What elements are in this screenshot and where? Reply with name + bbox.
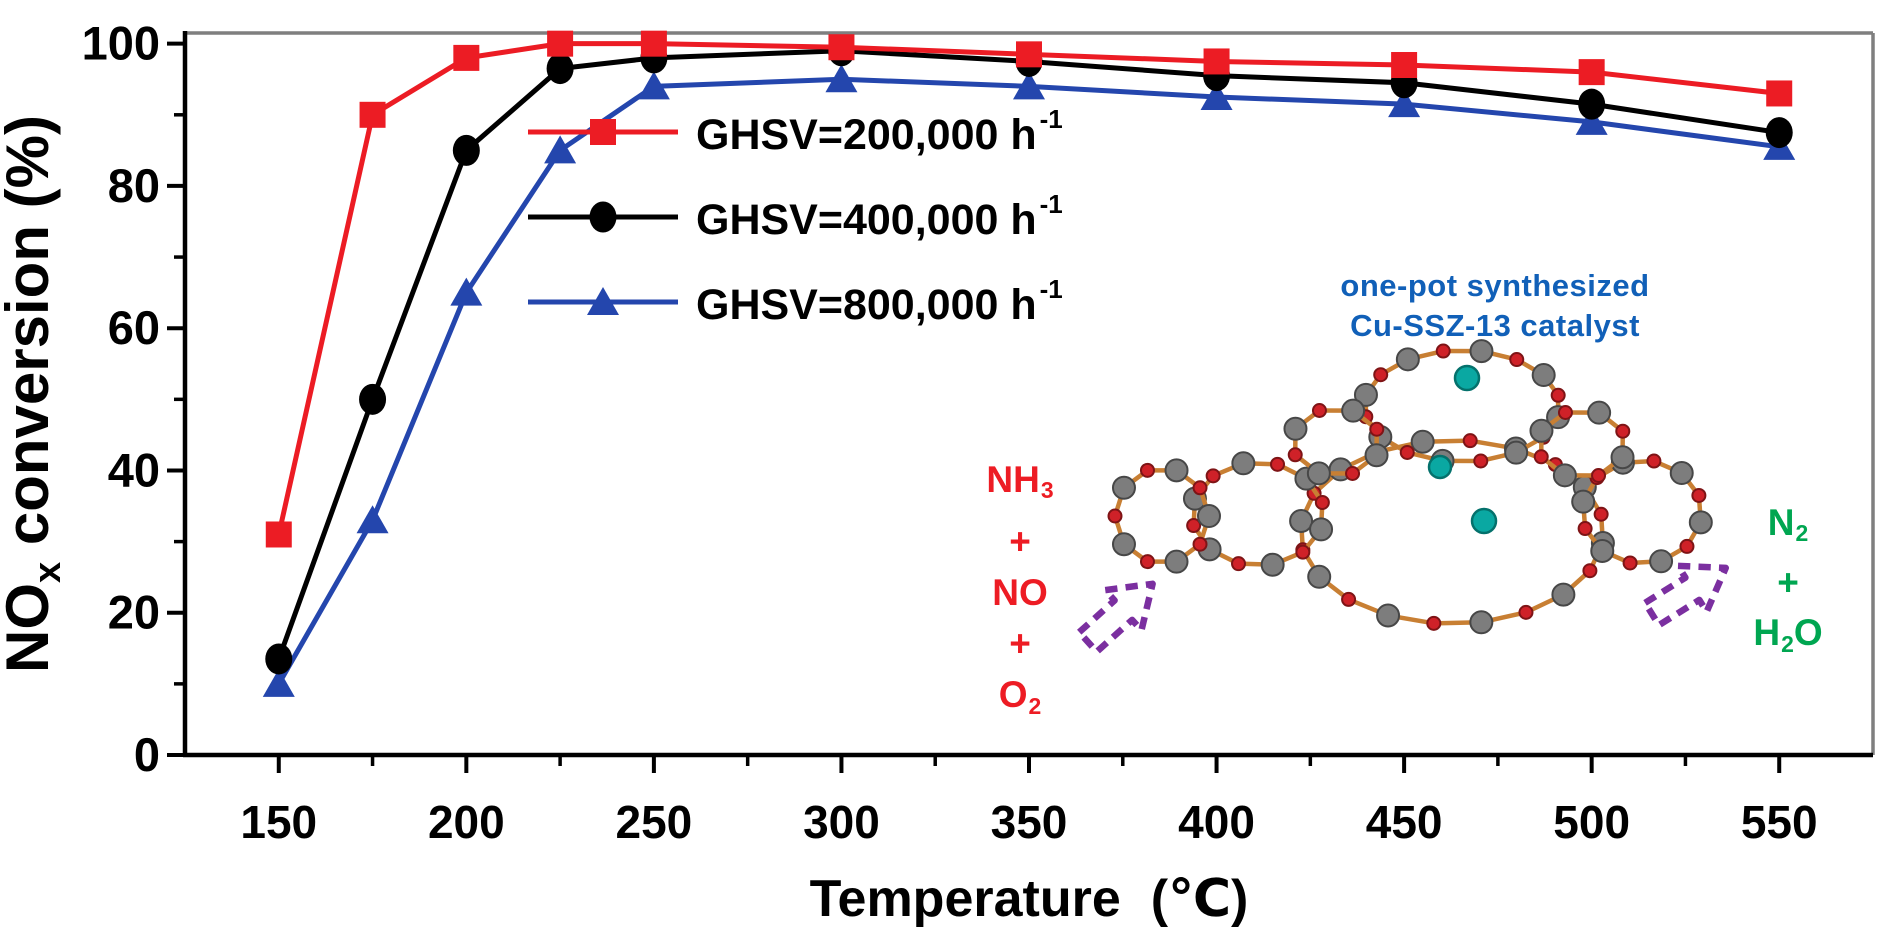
legend-label: GHSV=200,000 h -1 (696, 103, 1063, 159)
x-axis-title: Temperature (℃) (810, 870, 1249, 928)
legend-marker-circle (528, 201, 678, 232)
x-tick-label: 350 (991, 796, 1068, 848)
x-tick-label: 450 (1366, 796, 1443, 848)
x-tick-label: 250 (616, 796, 693, 848)
y-axis-title: NOx​ conversion (%) (0, 115, 69, 673)
formula-line: O2 (998, 674, 1042, 719)
legend-marker-triangle (528, 286, 678, 315)
inset-caption: one-pot synthesized Cu-SSZ-13 catalyst (1320, 266, 1670, 346)
cu-atom (1427, 454, 1453, 480)
formula-line: + (1009, 521, 1031, 563)
inlet-arrow (1075, 580, 1156, 656)
x-tick-label: 550 (1741, 796, 1818, 848)
cu-atom (1470, 507, 1498, 535)
y-tick-label: 40 (108, 443, 160, 496)
inset-caption-line2: Cu-SSZ-13 catalyst (1350, 308, 1640, 343)
formula-line: H2O (1753, 612, 1823, 657)
x-tick-label: 200 (428, 796, 505, 848)
formula-line: NH3 (986, 459, 1054, 504)
y-tick-label: 20 (108, 586, 160, 639)
legend-item: GHSV=800,000 h -1 (524, 273, 1063, 330)
formula-line: + (1009, 623, 1031, 665)
legend-item: GHSV=200,000 h -1 (524, 103, 1063, 160)
y-tick-label: 60 (108, 301, 160, 354)
formula-line: N2 (1767, 502, 1809, 547)
x-tick-label: 150 (240, 796, 317, 848)
legend-item: GHSV=400,000 h -1 (524, 188, 1063, 245)
series-ghsv-800-000-h (262, 64, 1796, 697)
cu-ssz-13-structure-illustration (1107, 339, 1713, 635)
y-tick-label: 0 (134, 728, 160, 781)
formula-line: + (1777, 562, 1799, 604)
formula-line: NO (992, 572, 1048, 614)
x-tick-label: 400 (1178, 796, 1255, 848)
outlet-arrow (1641, 562, 1729, 629)
products-label: N2 + H2O (1718, 498, 1858, 669)
x-tick-label: 500 (1553, 796, 1630, 848)
y-tick-label: 80 (108, 159, 160, 212)
axis-ticks: 150 200 250 300 350 400 450 500 550 0 20 40 60 80 100 (82, 17, 1818, 848)
reactants-label: NH3 + NO + O2 (950, 454, 1090, 732)
inset-caption-line1: one-pot synthesized (1340, 268, 1650, 303)
legend-label: GHSV=400,000 h -1 (696, 188, 1063, 244)
legend-label: GHSV=800,000 h -1 (696, 273, 1063, 329)
chart-legend: GHSV=200,000 h -1 GHSV=400,000 h -1 GHSV=800… (524, 103, 1063, 358)
series-ghsv-200-000-h (265, 30, 1793, 548)
y-tick-label: 100 (82, 17, 160, 70)
x-tick-label: 300 (803, 796, 880, 848)
cu-atom (1453, 364, 1481, 392)
legend-marker-square (528, 118, 678, 145)
